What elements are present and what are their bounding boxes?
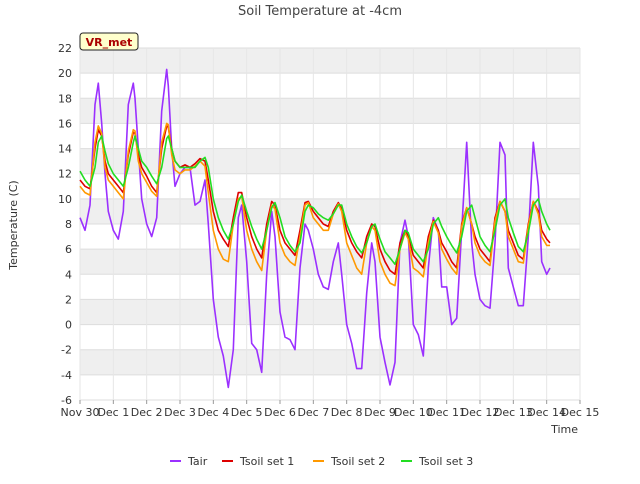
- x-tick-label: Dec 9: [364, 406, 396, 419]
- y-tick-label: 10: [58, 193, 72, 206]
- y-tick-label: -6: [61, 394, 72, 407]
- y-tick-label: 16: [58, 117, 72, 130]
- x-axis-label: Time: [550, 423, 578, 436]
- grid-band: [80, 48, 580, 74]
- y-tick-label: 18: [58, 92, 72, 105]
- y-tick-label: 2: [65, 293, 72, 306]
- series-line-tsoil-set-3: [79, 135, 551, 266]
- x-tick-label: Dec 6: [264, 406, 296, 419]
- y-tick-label: 22: [58, 42, 72, 55]
- legend-label-tair: Tair: [187, 455, 208, 468]
- x-tick-label: Dec 8: [331, 406, 363, 419]
- x-tick-label: Dec 7: [297, 406, 329, 419]
- x-tick-label: Dec 10: [394, 406, 433, 419]
- site-label-background: [79, 32, 139, 51]
- grid-lines: [79, 47, 581, 401]
- site-label: VR_met: [86, 36, 133, 49]
- x-tick-label: Dec 15: [561, 406, 600, 419]
- chart-title: Soil Temperature at -4cm: [238, 4, 402, 19]
- site-label-box: VR_met: [79, 32, 139, 51]
- y-tick-label: 8: [65, 218, 72, 231]
- x-tick-label: Dec 11: [427, 406, 466, 419]
- x-tick-label: Dec 14: [527, 406, 566, 419]
- y-tick-label: 20: [58, 67, 72, 80]
- y-tick-label: 4: [65, 268, 72, 281]
- grid-band: [80, 249, 580, 275]
- x-tick-label: Dec 5: [231, 406, 263, 419]
- series-line-tsoil-set-2: [79, 122, 550, 287]
- x-tick-label: Dec 13: [494, 406, 533, 419]
- y-tick-label: -4: [61, 369, 72, 382]
- y-tick-label: -2: [61, 344, 72, 357]
- x-tick-label: Dec 12: [461, 406, 500, 419]
- y-axis-label: Temperature (C): [7, 180, 20, 270]
- series-layer: [79, 68, 551, 389]
- series-line-tair: [79, 68, 551, 389]
- grid-band: [80, 349, 580, 375]
- x-tick-label: Dec 4: [197, 406, 229, 419]
- legend-label-tsoil-set-2: Tsoil set 2: [330, 455, 385, 468]
- y-axis-ticks: -6 -4 -2 0 2 4 6 8 10 12 14 16 18 20 22: [58, 42, 72, 407]
- grid-band: [80, 299, 580, 325]
- x-tick-label: Dec 3: [164, 406, 196, 419]
- x-tick-label: Dec 1: [97, 406, 129, 419]
- x-tick-label: Dec 2: [131, 406, 163, 419]
- legend-label-tsoil-set-3: Tsoil set 3: [418, 455, 473, 468]
- x-tick-label: Nov 30: [61, 406, 100, 419]
- grid-band: [80, 98, 580, 124]
- y-tick-label: 0: [65, 319, 72, 332]
- legend: Tair Tsoil set 1 Tsoil set 2 Tsoil set 3: [170, 455, 473, 468]
- y-tick-label: 12: [58, 168, 72, 181]
- y-tick-label: 14: [58, 143, 72, 156]
- legend-label-tsoil-set-1: Tsoil set 1: [239, 455, 294, 468]
- y-tick-label: 6: [65, 243, 72, 256]
